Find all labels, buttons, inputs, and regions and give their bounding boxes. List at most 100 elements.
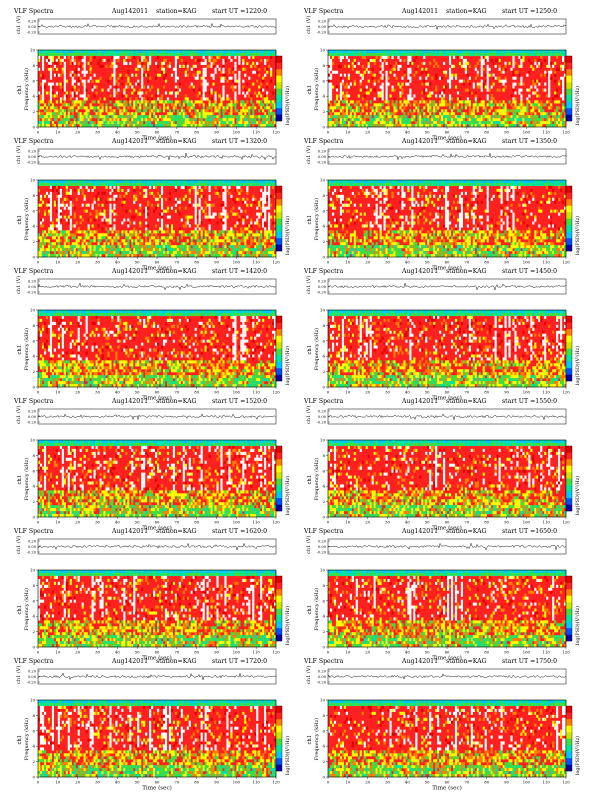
spectrogram-cell: [427, 82, 430, 86]
spectrogram-cell: [107, 124, 110, 128]
spectrogram-cell: [429, 61, 432, 65]
spectrogram-cell: [113, 203, 116, 207]
spectrogram-cell: [357, 106, 360, 110]
spectrogram-cell: [131, 85, 134, 89]
spectrogram-cell: [238, 76, 241, 80]
spectrogram-cell: [131, 245, 134, 249]
spectrogram-cell: [135, 103, 138, 107]
spectrogram-cell: [45, 58, 49, 62]
spectrogram-cell: [208, 239, 211, 243]
spectrogram-cell: [268, 191, 271, 195]
spectrogram-cell: [85, 124, 88, 128]
spectrogram-cell: [349, 109, 352, 113]
spectrogram-cell: [274, 50, 277, 54]
spectrogram-cell: [168, 191, 172, 195]
spectrogram-cell: [399, 124, 402, 128]
spectrogram-cell: [244, 94, 247, 98]
spectrogram-cell: [270, 239, 273, 243]
spectrogram-cell: [234, 85, 237, 89]
spectrogram-cell: [89, 121, 92, 125]
spectrogram-cell: [186, 64, 189, 68]
spectrogram-cell: [49, 94, 53, 98]
spectrogram-cell: [143, 50, 146, 54]
spectrogram-cell: [421, 100, 424, 104]
spectrogram-cell: [264, 230, 267, 234]
spectrogram-cell: [59, 227, 62, 231]
spectrogram-cell: [220, 248, 223, 252]
spectrogram-cell: [454, 76, 458, 80]
spectrogram-cell: [333, 52, 337, 57]
spectrogram-cell: [389, 124, 392, 128]
spectrogram-cell: [351, 52, 354, 57]
spectrogram-cell: [164, 124, 168, 128]
spectrogram-cell: [103, 50, 106, 54]
freq-tick-label: 4: [32, 94, 35, 99]
spectrogram-cell: [160, 191, 164, 195]
spectrogram-cell: [83, 197, 86, 201]
spectrogram-cell: [564, 50, 567, 54]
colorbar-segment: [276, 56, 282, 63]
spectrogram-cell: [153, 100, 156, 104]
spectrogram-cell: [137, 251, 140, 255]
spectrogram-cell: [121, 52, 124, 57]
spectrogram-cell: [107, 221, 110, 225]
spectrogram-cell: [204, 230, 207, 234]
spectrogram-cell: [514, 50, 517, 54]
spectrogram-cell: [101, 106, 104, 110]
spectrogram-cell: [75, 50, 78, 54]
spectrogram-cell: [480, 55, 483, 60]
spectrogram-cell: [387, 103, 390, 107]
spectrogram-cell: [135, 121, 138, 125]
spectrogram-cell: [113, 52, 116, 57]
spectrogram-cell: [460, 106, 464, 110]
spectrogram-cell: [389, 115, 392, 119]
spectrogram-cell: [498, 64, 501, 68]
spectrogram-cell: [526, 52, 529, 57]
spectrogram-cell: [516, 109, 519, 113]
spectrogram-cell: [393, 50, 396, 54]
spectrogram-cell: [407, 73, 410, 77]
spectrogram-cell: [482, 112, 485, 116]
spectrogram-cell: [176, 124, 179, 128]
spectrogram-cell: [399, 121, 402, 125]
spectrogram-cell: [417, 109, 420, 113]
spectrogram-cell: [534, 82, 537, 86]
spectrogram-cell: [166, 248, 170, 252]
spectrogram-cell: [468, 50, 471, 54]
spectrogram-cell: [63, 254, 66, 258]
spectrogram-cell: [93, 182, 96, 187]
spectrogram-cell: [234, 106, 237, 110]
spectrogram-cell: [556, 67, 559, 71]
spectrogram-cell: [208, 52, 211, 57]
spectrogram-cell: [174, 88, 177, 92]
spectrogram-cell: [196, 224, 199, 228]
spectrogram-cell: [77, 188, 80, 192]
spectrogram-cell: [145, 106, 148, 110]
spectrogram-cell: [202, 115, 205, 119]
spectrogram-cell: [349, 112, 352, 116]
spectrogram-cell: [77, 251, 80, 255]
spectrogram-cell: [490, 58, 493, 62]
spectrogram-cell: [131, 182, 134, 187]
spectrogram-cell: [534, 52, 537, 57]
spectrogram-cell: [345, 94, 348, 98]
spectrogram-cell: [121, 233, 124, 237]
spectrogram-cell: [145, 227, 148, 231]
spectrogram-cell: [254, 239, 257, 243]
spectrogram-cell: [61, 203, 64, 207]
spectrogram-cell: [115, 212, 118, 216]
spectrogram-cell: [198, 242, 201, 246]
spectrogram-cell: [226, 251, 229, 255]
spectrogram-cell: [544, 50, 547, 54]
spectrogram-cell: [407, 67, 410, 71]
spectrogram-cell: [61, 200, 64, 204]
spectrogram-cell: [423, 91, 426, 95]
spectrogram-cell: [49, 112, 53, 116]
spectrogram-cell: [339, 109, 343, 113]
spectrogram-cell: [57, 215, 60, 219]
spectrogram-cell: [38, 67, 41, 71]
spectrogram-cell: [198, 100, 201, 104]
spectrogram-cell: [238, 112, 241, 116]
spectrogram-cell: [69, 188, 72, 192]
spectrogram-cell: [514, 61, 517, 65]
